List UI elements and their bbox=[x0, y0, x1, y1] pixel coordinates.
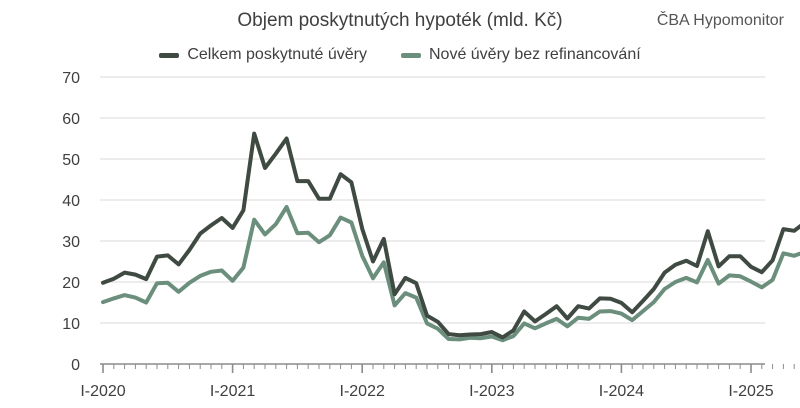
legend-swatch-total bbox=[159, 52, 180, 58]
y-tick-label: 0 bbox=[71, 357, 80, 374]
legend-item-total: Celkem poskytnuté úvěry bbox=[159, 46, 367, 64]
source-label: ČBA Hypomonitor bbox=[656, 12, 784, 29]
legend-label-new: Nové úvěry bez refinancování bbox=[428, 46, 641, 63]
x-tick-label: I-2025 bbox=[728, 383, 773, 400]
x-tick-label: I-2022 bbox=[340, 383, 385, 400]
x-tick-label: I-2020 bbox=[80, 383, 125, 400]
x-tick-label: I-2024 bbox=[599, 383, 644, 400]
y-tick-label: 20 bbox=[62, 275, 80, 292]
legend: Celkem poskytnuté úvěry Nové úvěry bez r… bbox=[0, 46, 800, 64]
y-tick-label: 10 bbox=[62, 316, 80, 333]
series-layer bbox=[101, 131, 800, 343]
y-tick-label: 30 bbox=[62, 234, 80, 251]
series-line-new bbox=[101, 205, 800, 343]
legend-swatch-new bbox=[400, 52, 421, 58]
legend-item-new: Nové úvěry bez refinancování bbox=[400, 46, 641, 64]
y-tick-label: 50 bbox=[62, 152, 80, 169]
chart-title: Objem poskytnutých hypoték (mld. Kč) bbox=[237, 10, 563, 31]
grid-layer bbox=[100, 76, 765, 324]
x-tick-label: I-2023 bbox=[469, 383, 514, 400]
series-line-total bbox=[101, 131, 800, 340]
label-layer: 0 10 20 30 40 50 60 70 I-2020 I-2021 I-2022 I-2023 I… bbox=[62, 70, 774, 400]
y-tick-label: 70 bbox=[62, 70, 80, 87]
y-tick-label: 40 bbox=[62, 193, 80, 210]
y-tick-label: 60 bbox=[62, 111, 80, 128]
x-tick-label: I-2021 bbox=[210, 383, 255, 400]
axis-layer bbox=[100, 363, 795, 373]
legend-label-total: Celkem poskytnuté úvěry bbox=[187, 46, 367, 63]
